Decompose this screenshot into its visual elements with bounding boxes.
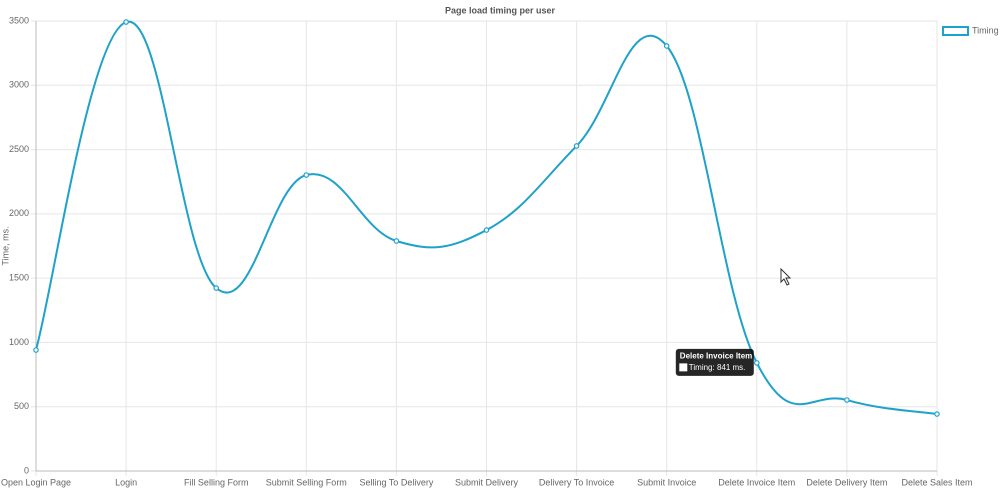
point: [844, 397, 850, 403]
tooltip-title: Delete Invoice Item: [680, 351, 752, 360]
x-tick-label: Fill Selling Form: [184, 477, 249, 487]
x-tick-label: Delete Sales Item: [901, 477, 972, 487]
y-tick-label: 2000: [9, 208, 29, 218]
x-tick-label: Submit Selling Form: [266, 477, 347, 487]
y-axis-title: Time, ms.: [0, 226, 10, 265]
mouse-cursor: [780, 267, 792, 286]
y-tick-label: 500: [14, 401, 29, 411]
tooltip-box: [675, 348, 754, 376]
chart-title: Page load timing per user: [445, 5, 556, 15]
tooltip-swatch: [679, 363, 688, 372]
y-tick-label: 3500: [9, 15, 29, 25]
tooltip: Delete Invoice Item Timing: 841 ms.: [675, 348, 754, 376]
point: [213, 285, 220, 291]
x-tick-label: Login: [115, 477, 137, 487]
legend-swatch: [942, 26, 969, 36]
y-tick-label: 2500: [9, 144, 29, 154]
x-tick-label: Selling To Delivery: [359, 477, 433, 487]
point: [934, 411, 940, 417]
point: [753, 360, 760, 366]
x-tick-label: Open Login Page: [1, 477, 71, 487]
point: [303, 172, 310, 178]
x-tick-label: Delete Invoice Item: [718, 477, 795, 487]
y-tick-label: 1500: [9, 273, 29, 283]
x-tick-label: Delete Delivery Item: [806, 477, 887, 487]
x-tick-label: Submit Invoice: [637, 477, 696, 487]
point: [33, 347, 39, 353]
x-tick-label: Submit Delivery: [455, 477, 519, 487]
tooltip-body: Timing: 841 ms.: [689, 363, 746, 372]
y-tick-label: 3000: [9, 80, 29, 90]
point: [663, 43, 670, 49]
point: [573, 143, 580, 149]
point: [123, 19, 129, 25]
y-tick-label: 0: [24, 465, 29, 475]
point: [483, 227, 490, 233]
x-tick-label: Delivery To Invoice: [539, 477, 614, 487]
point: [393, 238, 400, 244]
legend-label: Timing: [972, 25, 999, 35]
plot-area: Open Login Page Login Fill Selling Form Sub…: [1, 15, 999, 487]
y-tick-label: 1000: [9, 337, 29, 347]
